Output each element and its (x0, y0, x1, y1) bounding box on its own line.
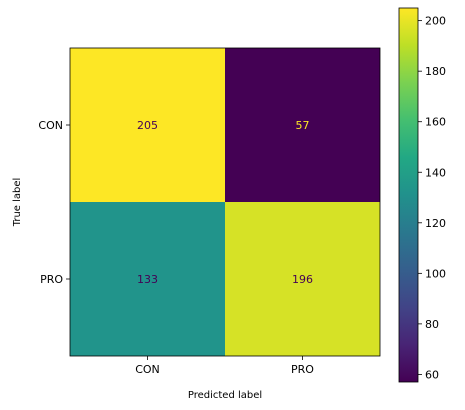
x-tick-label: PRO (291, 363, 314, 376)
colorbar-tick-label: 120 (425, 217, 446, 230)
y-axis: CON PRO (38, 119, 70, 286)
cell-value-label: 133 (137, 273, 158, 286)
colorbar-tick-label: 140 (425, 166, 446, 179)
cell-value-label: 57 (296, 119, 310, 132)
colorbar-tick-label: 80 (425, 318, 439, 331)
cell-value-label: 196 (292, 273, 313, 286)
colorbar-tick-label: 60 (425, 368, 439, 381)
heatmap-cell (70, 48, 225, 202)
colorbar-tick-label: 100 (425, 267, 446, 280)
colorbar-gradient (398, 7, 419, 383)
colorbar-ticks: 60 80 100 120 140 160 180 200 (418, 15, 446, 381)
colorbar: 60 80 100 120 140 160 180 200 (398, 7, 446, 383)
cell-value-label: 205 (137, 119, 158, 132)
colorbar-tick-label: 180 (425, 65, 446, 78)
y-tick-label: CON (38, 119, 63, 132)
heatmap-cell (225, 48, 380, 202)
heatmap-cell (70, 202, 225, 356)
colorbar-tick-label: 200 (425, 15, 446, 28)
plot-frame (69, 47, 381, 357)
x-axis-label: Predicted label (188, 390, 262, 401)
heatmap-cell (225, 202, 380, 356)
y-axis-label: True label (12, 178, 23, 228)
colorbar-tick-label: 160 (425, 116, 446, 129)
heatmap-plot-area: 205 57 133 196 (69, 47, 381, 357)
x-axis: CON PRO (135, 356, 314, 376)
x-tick-label: CON (135, 363, 160, 376)
y-tick-label: PRO (40, 273, 63, 286)
